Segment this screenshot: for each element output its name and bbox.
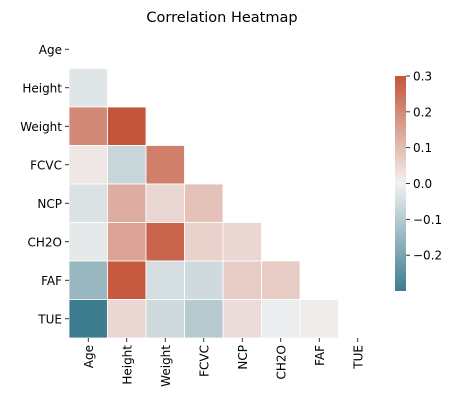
x-tick-label-age: Age (82, 345, 96, 368)
x-tick-label-faf: FAF (313, 345, 327, 366)
x-tick-label-tue: TUE (351, 345, 365, 370)
x-tick-label-ch2o: CH2O (274, 345, 288, 379)
heatmap-cell-faf-fcvc (184, 260, 224, 300)
heatmap-cell-tue-weight (145, 299, 185, 339)
x-tick-label-ncp: NCP (236, 345, 250, 370)
y-tick-label-age: Age (39, 43, 62, 57)
y-tick-label-fcvc: FCVC (30, 158, 62, 172)
heatmap-cell-weight-height (107, 106, 147, 146)
heatmap-cell-faf-ch2o (261, 260, 301, 300)
heatmap-cell-tue-fcvc (184, 299, 224, 339)
colorbar-tick-label: −0.1 (413, 213, 442, 227)
colorbar-tick-label: 0.2 (413, 105, 432, 119)
heatmap-cell-fcvc-weight (145, 145, 185, 185)
heatmap-cell-tue-ncp (222, 299, 262, 339)
heatmap-cell-tue-height (107, 299, 147, 339)
heatmap-cell-ncp-weight (145, 183, 185, 223)
heatmap-cell-tue-ch2o (261, 299, 301, 339)
colorbar: 0.3 0.2 0.1 0.0 −0.1 −0.2 (395, 70, 442, 291)
heatmap-cell-ncp-age (68, 183, 108, 223)
heatmap-cell-weight-age (68, 106, 108, 146)
heatmap-cell-ncp-height (107, 183, 147, 223)
y-tick-label-height: Height (22, 81, 62, 95)
y-tick-label-weight: Weight (20, 120, 62, 134)
heatmap-cell-ch2o-height (107, 222, 147, 262)
x-tick-label-height: Height (120, 345, 134, 385)
heatmap-cell-tue-age (68, 299, 108, 339)
heatmap-cell-ch2o-weight (145, 222, 185, 262)
y-tick-label-faf: FAF (41, 274, 62, 288)
heatmap-cell-ncp-fcvc (184, 183, 224, 223)
colorbar-tick-label: 0.3 (413, 70, 432, 84)
chart-title: Correlation Heatmap (146, 10, 297, 26)
x-tick-labels: Age Height Weight FCVC NCP CH2O FAF TUE (82, 338, 365, 387)
heatmap-cells (68, 68, 339, 339)
colorbar-tick-label: −0.2 (413, 249, 442, 263)
heatmap-cell-ch2o-fcvc (184, 222, 224, 262)
heatmap-cell-tue-faf (299, 299, 339, 339)
x-tick-label-weight: Weight (159, 345, 173, 387)
colorbar-gradient (395, 76, 406, 291)
heatmap-cell-fcvc-age (68, 145, 108, 185)
heatmap-cell-ch2o-age (68, 222, 108, 262)
heatmap-cell-faf-weight (145, 260, 185, 300)
heatmap-cell-faf-height (107, 260, 147, 300)
x-tick-label-fcvc: FCVC (197, 345, 211, 377)
y-tick-labels: Age Height Weight FCVC NCP CH2O FAF TUE (20, 43, 69, 326)
heatmap-cell-ch2o-ncp (222, 222, 262, 262)
y-tick-label-tue: TUE (37, 312, 62, 326)
heatmap-cell-faf-ncp (222, 260, 262, 300)
colorbar-tick-label: 0.1 (413, 141, 432, 155)
heatmap-cell-faf-age (68, 260, 108, 300)
y-tick-label-ncp: NCP (37, 197, 62, 211)
heatmap-cell-fcvc-height (107, 145, 147, 185)
colorbar-tick-label: 0.0 (413, 177, 432, 191)
y-tick-label-ch2o: CH2O (28, 235, 62, 249)
heatmap-cell-height-age (68, 68, 108, 108)
